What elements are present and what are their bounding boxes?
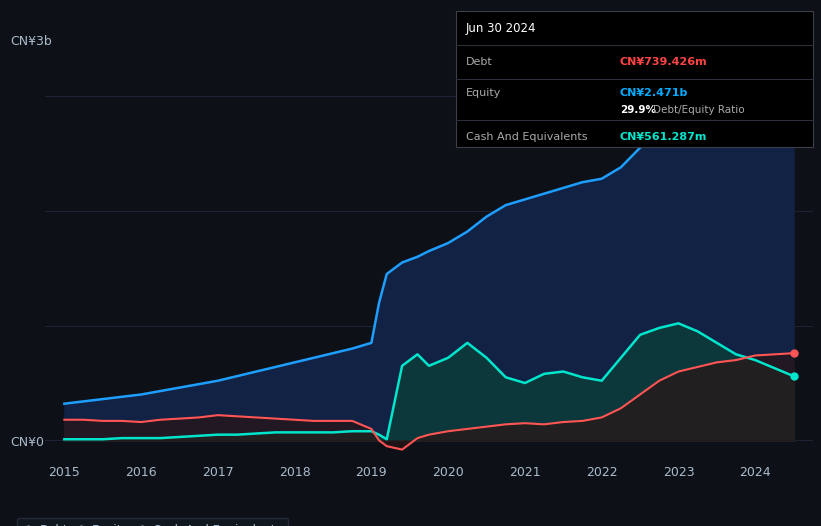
Text: Cash And Equivalents: Cash And Equivalents bbox=[466, 132, 587, 142]
Text: Debt/Equity Ratio: Debt/Equity Ratio bbox=[653, 105, 745, 116]
Text: CN¥561.287m: CN¥561.287m bbox=[620, 132, 707, 142]
Text: CN¥3b: CN¥3b bbox=[11, 35, 53, 47]
Text: CN¥739.426m: CN¥739.426m bbox=[620, 57, 708, 67]
Text: 29.9%: 29.9% bbox=[620, 105, 656, 116]
Text: CN¥2.471b: CN¥2.471b bbox=[620, 88, 688, 98]
Text: Equity: Equity bbox=[466, 88, 501, 98]
Text: Debt: Debt bbox=[466, 57, 493, 67]
Legend: Debt, Equity, Cash And Equivalents: Debt, Equity, Cash And Equivalents bbox=[16, 518, 288, 526]
Text: Jun 30 2024: Jun 30 2024 bbox=[466, 23, 536, 35]
Text: CN¥0: CN¥0 bbox=[11, 436, 44, 449]
